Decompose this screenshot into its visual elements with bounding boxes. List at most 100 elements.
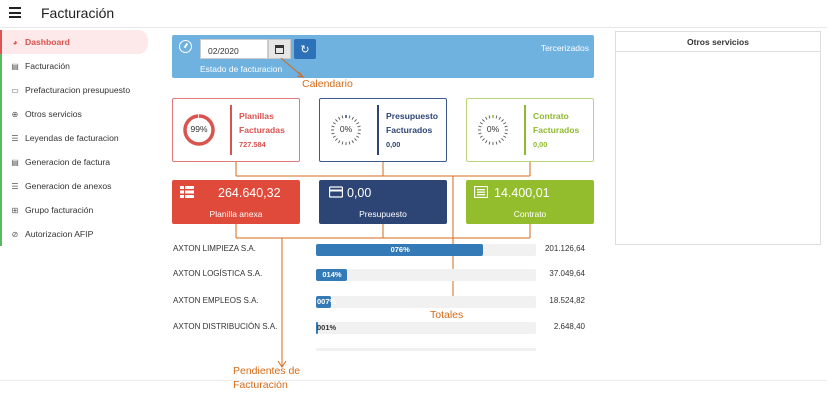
globe-icon: ⊕ — [11, 109, 19, 119]
ring-tick — [501, 119, 504, 122]
card-value: 0,00 — [533, 140, 548, 149]
progress-track-empty — [316, 348, 536, 351]
sidebar-item-label: Otros servicios — [25, 109, 82, 119]
card-value: 0,00 — [386, 140, 401, 149]
sidebar-item-autorizacion-afip[interactable]: ⊘ Autorizacion AFIP — [0, 222, 150, 246]
ring-tick — [338, 116, 341, 120]
card-subtitle: Facturados — [386, 125, 433, 135]
total-value: 264.640,32 — [218, 186, 281, 200]
sidebar-item-prefacturacion-presupuesto[interactable]: ▭ Prefacturacion presupuesto — [0, 78, 150, 102]
progress-row: AXTON LIMPIEZA S.A. 076% 201.126,64 — [173, 244, 593, 264]
ring-tick — [479, 135, 483, 138]
percent-value: 0% — [339, 124, 353, 134]
ring-tick — [479, 122, 483, 125]
ring-tick — [495, 141, 498, 145]
annotation-facturacion: Facturación — [233, 379, 288, 391]
otros-servicios-panel: Otros servicios — [615, 31, 821, 245]
card-title: Planillas — [239, 111, 274, 121]
planilla-anexa-total-card[interactable]: 264.640,32 Planilla anexa — [172, 180, 300, 224]
ring-tick — [341, 115, 344, 119]
ring-tick — [341, 141, 344, 145]
ring-tick — [488, 115, 491, 119]
ring-tick — [335, 138, 338, 141]
ring-tick — [356, 122, 360, 125]
contrato-total-card[interactable]: 14.400,01 Contrato — [466, 180, 594, 224]
ring-tick — [356, 135, 360, 138]
ring-tick — [478, 125, 482, 128]
ring-tick — [351, 116, 354, 120]
ring-tick — [498, 140, 501, 144]
estado-facturacion-bar: ↻ Estado de facturacion Tercerizados — [172, 35, 594, 78]
sidebar-item-generacion-de-anexos[interactable]: ☰ Generacion de anexos — [0, 174, 150, 198]
progress-fill — [316, 322, 319, 334]
period-date-input[interactable] — [200, 39, 268, 59]
table-icon — [180, 186, 194, 198]
progress-label: 007% — [317, 297, 337, 306]
calendar-button[interactable] — [268, 39, 291, 59]
ring-tick — [357, 132, 361, 135]
contrato-facturados-card[interactable]: 0% Contrato Facturados 0,00 — [466, 98, 594, 162]
ring-tick — [485, 116, 488, 120]
ring-tick — [332, 135, 336, 138]
top-bar: Facturación — [0, 0, 827, 28]
sidebar-item-label: Generacion de factura — [25, 157, 111, 167]
sidebar-item-generacion-de-factura[interactable]: ▤ Generacion de factura — [0, 150, 150, 174]
tercerizados-label[interactable]: Tercerizados — [540, 43, 589, 53]
total-value: 14.400,01 — [494, 186, 550, 200]
ring-tick — [485, 140, 488, 144]
percent-ring-svg — [478, 115, 508, 145]
total-value: 0,00 — [347, 186, 372, 200]
sidebar: ◕ Dashboard ▤ Facturación ▭ Prefacturaci… — [0, 30, 150, 250]
progress-label: 076% — [390, 245, 410, 254]
ring-tick — [335, 119, 338, 122]
ring-tick — [348, 115, 351, 119]
sidebar-item-leyendas-de-facturacion[interactable]: ☰ Leyendas de facturacion — [0, 126, 150, 150]
progress-fill — [316, 269, 347, 281]
progress-track: 076% — [316, 244, 536, 256]
pending-amount: 37.049,64 — [549, 269, 585, 278]
sidebar-item-otros-servicios[interactable]: ⊕ Otros servicios — [0, 102, 150, 126]
pending-amount: 2.648,40 — [553, 322, 585, 331]
estado-label: Estado de facturacion — [200, 64, 283, 74]
percent-value: 0% — [486, 124, 500, 134]
ring-tick — [331, 125, 335, 128]
card-icon — [329, 186, 343, 198]
sidebar-item-dashboard[interactable]: ◕ Dashboard — [0, 30, 148, 54]
total-label: Contrato — [513, 209, 547, 219]
card-icon: ▭ — [11, 85, 19, 95]
sidebar-item-facturacion[interactable]: ▤ Facturación — [0, 54, 150, 78]
card-title: Presupuesto — [386, 111, 439, 121]
sidebar-item-label: Generacion de anexos — [25, 181, 112, 191]
percent-ring-svg — [183, 114, 215, 146]
list-icon: ☰ — [11, 133, 19, 143]
progress-label: 001% — [317, 323, 337, 332]
planillas-facturadas-card[interactable]: 99% Planillas Facturadas 727.584 — [172, 98, 300, 162]
progress-track: 001% — [316, 322, 536, 334]
ring-tick — [495, 115, 498, 119]
presupuesto-facturados-card[interactable]: 0% Presupuesto Facturados 0,00 — [319, 98, 447, 162]
percent-ring-svg — [331, 115, 361, 145]
card-divider — [377, 105, 379, 155]
annotation-totales: Totales — [430, 309, 464, 321]
progress-track: 007% — [316, 296, 536, 308]
progress-track: 014% — [316, 269, 536, 281]
percent-ring: 0% — [329, 113, 363, 147]
progress-row: AXTON EMPLEOS S.A. 007% 18.524,82 — [173, 296, 593, 316]
sidebar-item-label: Dashboard — [25, 37, 70, 47]
presupuesto-total-card[interactable]: 0,00 Presupuesto — [319, 180, 447, 224]
card-subtitle: Facturados — [533, 125, 580, 135]
document-icon: ▤ — [11, 157, 19, 167]
hamburger-menu-icon[interactable] — [9, 7, 21, 18]
progress-label: 014% — [322, 270, 342, 279]
refresh-button[interactable]: ↻ — [294, 39, 316, 59]
gauge-icon: ◕ — [12, 37, 18, 47]
list-icon — [474, 186, 488, 198]
ring-tick — [357, 125, 361, 128]
ring-tick — [488, 141, 491, 145]
ring-tick — [332, 122, 336, 125]
speedometer-icon — [179, 40, 192, 53]
ring-tick — [504, 132, 508, 135]
ring-tick — [354, 119, 357, 122]
sidebar-item-grupo-facturacion[interactable]: ⊞ Grupo facturación — [0, 198, 150, 222]
annotation-calendario: Calendario — [302, 78, 353, 90]
